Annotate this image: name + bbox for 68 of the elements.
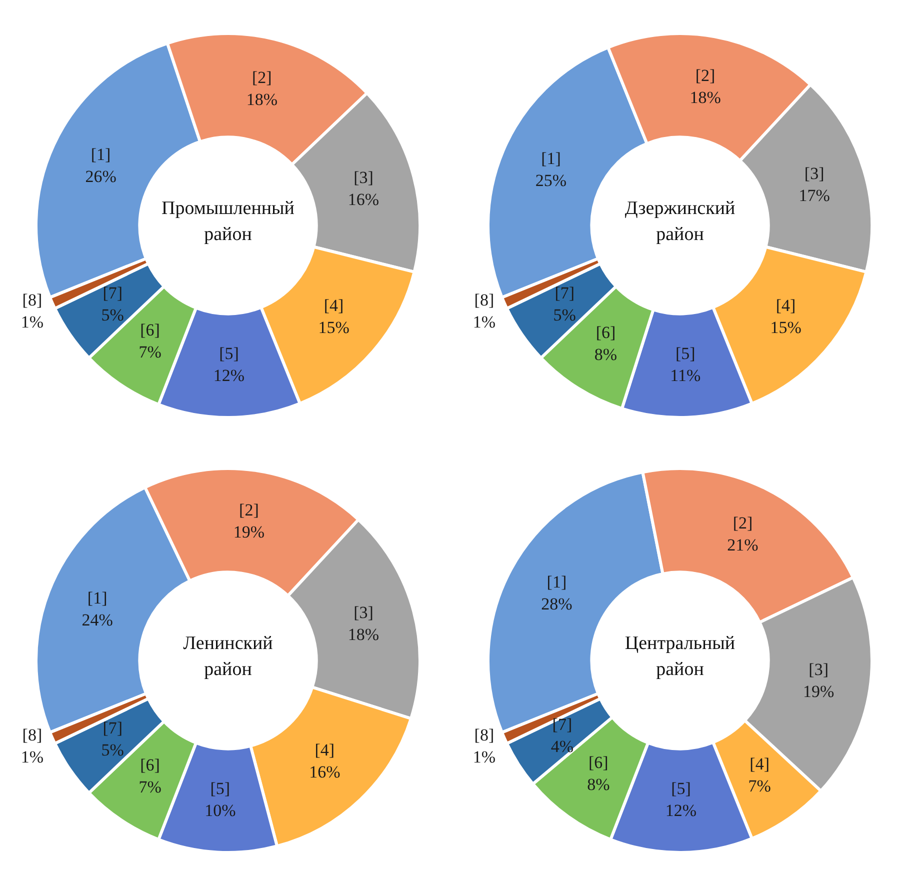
text: Центральный район bbox=[624, 632, 736, 682]
text: Дзержинский район bbox=[624, 196, 736, 246]
slice-label: [6] bbox=[140, 320, 160, 340]
data-label: 12% bbox=[213, 366, 245, 386]
data-label: 15% bbox=[318, 318, 350, 337]
data-label: 28% bbox=[541, 594, 572, 614]
slice-label: [4] bbox=[776, 296, 796, 315]
slice-label: [5] bbox=[210, 778, 230, 798]
data-label: 7% bbox=[138, 777, 162, 796]
slice-label: [8] bbox=[474, 725, 494, 744]
data-label: 4% bbox=[550, 736, 574, 756]
slice-label: [7] bbox=[102, 284, 123, 303]
data-label: 7% bbox=[138, 342, 162, 362]
slice-label: [2] bbox=[732, 514, 753, 533]
slice-label: [8] bbox=[22, 290, 42, 310]
slice-label: [2] bbox=[695, 66, 716, 86]
slice-label: [5] bbox=[671, 779, 691, 798]
slice-label: [3] bbox=[354, 168, 374, 188]
slice-label: [3] bbox=[354, 603, 374, 622]
slice-label: [2] bbox=[239, 500, 259, 520]
slice-label: [5] bbox=[675, 344, 696, 364]
text: Промышленный район bbox=[160, 196, 296, 246]
text: Ленинский район bbox=[182, 632, 274, 682]
data-label: 12% bbox=[665, 801, 697, 820]
data-label: 19% bbox=[233, 522, 265, 542]
slice-label: [7] bbox=[102, 718, 123, 738]
slice-label: [6] bbox=[596, 322, 616, 342]
data-label: 8% bbox=[594, 344, 618, 364]
data-label: 18% bbox=[246, 90, 278, 109]
slice-label: [4] bbox=[750, 754, 770, 774]
slice-label: [1] bbox=[90, 145, 111, 164]
slice-label: [1] bbox=[541, 149, 561, 168]
data-label: 1% bbox=[20, 747, 44, 766]
slice-label: [6] bbox=[588, 752, 608, 772]
slice-label: [4] bbox=[324, 296, 344, 315]
data-label: 1% bbox=[472, 747, 496, 766]
data-label: 15% bbox=[770, 318, 802, 337]
slice-label: [1] bbox=[546, 572, 567, 592]
slice-label: [3] bbox=[804, 164, 824, 183]
data-label: 10% bbox=[204, 800, 236, 820]
data-label: 11% bbox=[670, 366, 701, 386]
data-label: 1% bbox=[472, 312, 496, 332]
data-label: 16% bbox=[309, 762, 340, 782]
slice-label: [5] bbox=[219, 344, 239, 364]
data-label: 18% bbox=[348, 625, 380, 644]
data-label: 19% bbox=[803, 682, 834, 701]
data-label: 21% bbox=[727, 536, 758, 555]
slice-label: [7] bbox=[552, 714, 572, 734]
slice-label: [8] bbox=[22, 725, 42, 744]
data-label: 1% bbox=[20, 312, 44, 332]
slice-label: [8] bbox=[474, 290, 494, 310]
slice-label: [2] bbox=[252, 68, 272, 87]
slice-label: [3] bbox=[808, 660, 828, 679]
data-label: 7% bbox=[748, 776, 771, 796]
data-label: 24% bbox=[82, 610, 113, 630]
data-label: 5% bbox=[101, 740, 124, 760]
slice-label: [6] bbox=[140, 755, 160, 774]
data-label: 5% bbox=[553, 306, 576, 325]
data-label: 18% bbox=[690, 88, 721, 108]
data-label: 26% bbox=[85, 167, 116, 186]
data-label: 8% bbox=[587, 774, 610, 794]
slice-label: [7] bbox=[554, 284, 575, 303]
data-label: 5% bbox=[101, 306, 124, 325]
slice-label: [1] bbox=[87, 588, 108, 608]
data-label: 17% bbox=[798, 186, 830, 205]
data-label: 16% bbox=[348, 190, 380, 210]
slice-label: [4] bbox=[314, 740, 335, 760]
data-label: 25% bbox=[535, 171, 567, 190]
